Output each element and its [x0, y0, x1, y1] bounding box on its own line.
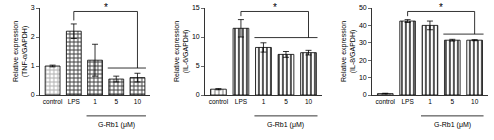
svg-text:*: *	[104, 2, 108, 13]
svg-text:3: 3	[31, 4, 35, 11]
svg-text:G-Rb1 (μM): G-Rb1 (μM)	[98, 121, 135, 129]
svg-text:LPS: LPS	[235, 98, 248, 105]
svg-text:10: 10	[134, 98, 142, 105]
svg-text:40: 40	[359, 22, 367, 29]
svg-text:5: 5	[114, 98, 118, 105]
svg-text:10: 10	[471, 98, 479, 105]
svg-text:Relative expression(IL-8/GAPDH: Relative expression(IL-8/GAPDH)	[340, 21, 357, 82]
svg-text:5: 5	[284, 98, 288, 105]
svg-text:Relative expression(TNF-α/GAPD: Relative expression(TNF-α/GAPDH)	[12, 21, 29, 82]
svg-text:50: 50	[359, 4, 367, 11]
svg-text:G-Rb1 (μM): G-Rb1 (μM)	[434, 121, 471, 129]
svg-text:20: 20	[359, 57, 367, 64]
svg-text:1: 1	[428, 98, 432, 105]
svg-text:5: 5	[450, 98, 454, 105]
svg-text:10: 10	[305, 98, 313, 105]
svg-text:0: 0	[196, 91, 200, 98]
svg-text:15: 15	[192, 4, 200, 11]
svg-text:10: 10	[192, 33, 200, 40]
svg-text:control: control	[43, 98, 63, 105]
svg-text:2: 2	[31, 33, 35, 40]
svg-text:0: 0	[363, 91, 367, 98]
svg-text:1: 1	[31, 62, 35, 69]
svg-text:0: 0	[31, 91, 35, 98]
svg-text:G-Rb1 (μM): G-Rb1 (μM)	[267, 121, 304, 129]
svg-text:1: 1	[262, 98, 266, 105]
svg-text:control: control	[209, 98, 229, 105]
svg-text:30: 30	[359, 39, 367, 46]
svg-text:10: 10	[359, 74, 367, 81]
svg-text:LPS: LPS	[401, 98, 414, 105]
svg-text:Relative expression(IL-6/GAPDH: Relative expression(IL-6/GAPDH)	[173, 21, 190, 82]
svg-text:LPS: LPS	[68, 98, 81, 105]
svg-text:*: *	[439, 2, 443, 13]
svg-text:control: control	[376, 98, 396, 105]
svg-text:*: *	[273, 2, 277, 13]
svg-text:5: 5	[196, 62, 200, 69]
svg-text:1: 1	[93, 98, 97, 105]
